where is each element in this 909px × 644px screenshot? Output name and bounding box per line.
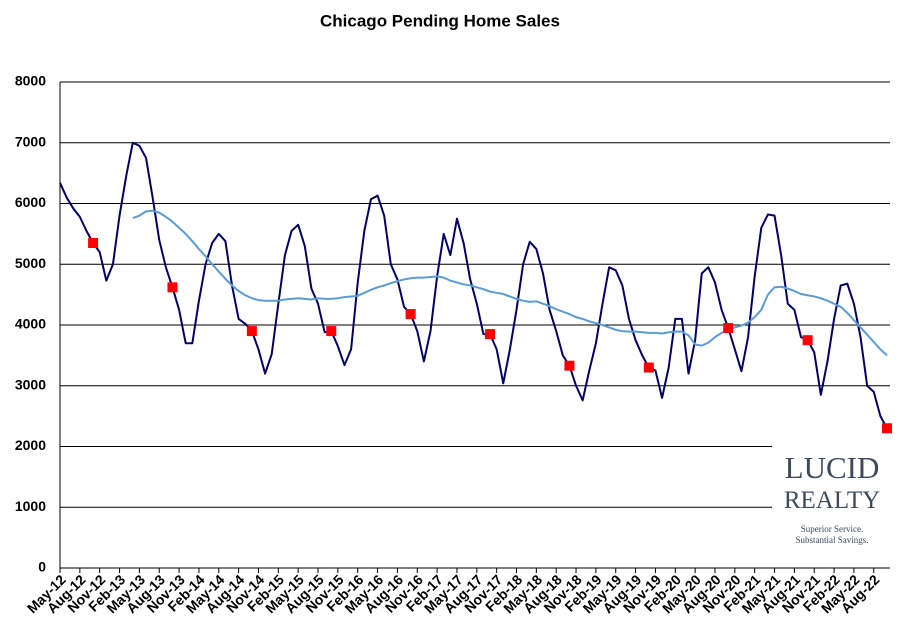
- y-tick-label: 4000: [15, 316, 46, 332]
- marker: [564, 360, 575, 371]
- marker: [88, 237, 99, 248]
- logo: LUCID REALTY Superior Service. Substanti…: [772, 446, 900, 556]
- y-tick-label: 8000: [15, 73, 46, 89]
- marker: [882, 423, 892, 434]
- chart-title: Chicago Pending Home Sales: [320, 11, 560, 30]
- marker: [167, 282, 178, 293]
- marker: [405, 309, 416, 320]
- logo-tagline: Substantial Savings.: [795, 535, 868, 545]
- marker: [723, 323, 734, 334]
- y-tick-label: 1000: [15, 498, 46, 514]
- marker: [802, 335, 813, 346]
- y-tick-label: 5000: [15, 255, 46, 271]
- y-tick-label: 6000: [15, 194, 46, 210]
- marker: [326, 326, 337, 337]
- y-tick-label: 0: [38, 559, 46, 575]
- marker: [246, 326, 257, 337]
- logo-background: [772, 446, 900, 556]
- logo-tagline: Superior Service.: [801, 524, 863, 534]
- y-tick-label: 2000: [15, 437, 46, 453]
- y-tick-label: 3000: [15, 376, 46, 392]
- line: [59, 141, 888, 429]
- y-tick-label: 7000: [15, 133, 46, 149]
- marker: [485, 329, 496, 340]
- logo-text: REALTY: [784, 487, 880, 514]
- logo-text: LUCID: [785, 450, 880, 485]
- line: [132, 209, 888, 357]
- marker: [643, 362, 654, 373]
